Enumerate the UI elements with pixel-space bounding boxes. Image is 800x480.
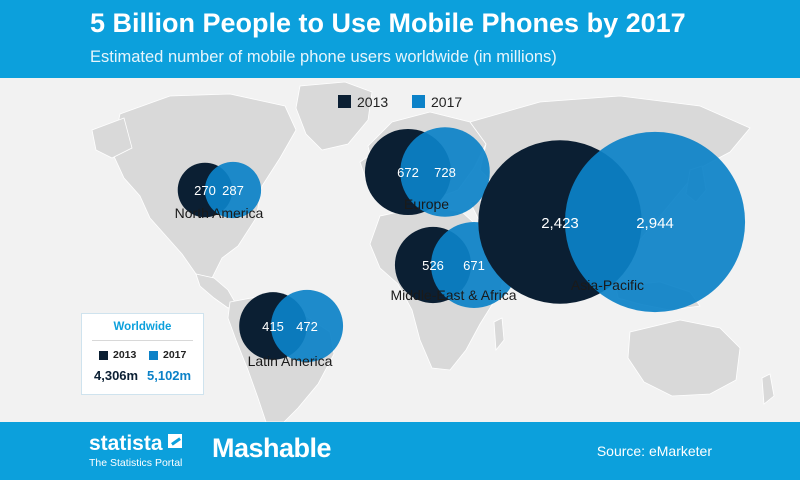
data-label-2017-middle-east-africa: 671 xyxy=(463,258,485,273)
data-label-2013-north-america: 270 xyxy=(194,183,216,198)
statista-logo-icon xyxy=(168,434,182,448)
data-label-2013-latin-america: 415 xyxy=(262,319,284,334)
chart-subtitle: Estimated number of mobile phone users w… xyxy=(90,48,557,66)
new-zealand-shape xyxy=(761,373,775,405)
data-label-2017-asia-pacific: 2,944 xyxy=(636,215,674,232)
worldwide-swatch-2017 xyxy=(149,351,158,360)
bubble-2017-latin-america xyxy=(270,289,344,363)
statista-logo-text: statista xyxy=(89,432,163,455)
source-note: Source: eMarketer xyxy=(596,443,712,459)
legend: 2013 2017 xyxy=(338,92,468,112)
greenland-shape xyxy=(295,81,373,151)
australia-shape xyxy=(627,319,741,397)
worldwide-year-2013: 2013 xyxy=(113,349,137,361)
worldwide-value-2013: 4,306m xyxy=(94,368,139,383)
data-label-2017-latin-america: 472 xyxy=(296,319,318,334)
legend-swatch-2013 xyxy=(338,95,351,108)
alaska-shape xyxy=(91,117,133,159)
footer-banner xyxy=(0,422,800,480)
bubble-2017-asia-pacific xyxy=(564,131,746,313)
region-label-latin-america: Latin America xyxy=(248,353,333,369)
bubble-2017-north-america xyxy=(204,161,262,219)
legend-label-2013: 2013 xyxy=(357,94,389,110)
worldwide-title: Worldwide xyxy=(113,321,172,333)
region-label-middle-east-africa: Middle-East & Africa xyxy=(390,287,516,303)
data-label-2013-asia-pacific: 2,423 xyxy=(541,215,579,232)
worldwide-divider xyxy=(92,340,193,341)
bubble-2017-europe xyxy=(400,127,490,217)
data-label-2013-europe: 672 xyxy=(397,165,419,180)
data-label-2017-north-america: 287 xyxy=(222,183,244,198)
mashable-logo: Mashable xyxy=(212,433,332,463)
worldwide-box: Worldwide 2013 2017 4,306m 5,102m xyxy=(81,313,204,395)
legend-label-2017: 2017 xyxy=(431,94,463,110)
worldwide-value-2017: 5,102m xyxy=(147,368,192,383)
chart-title: 5 Billion People to Use Mobile Phones by… xyxy=(90,8,686,38)
region-label-north-america: North America xyxy=(175,205,264,221)
legend-swatch-2017 xyxy=(412,95,425,108)
region-label-europe: Europe xyxy=(404,196,449,212)
header-banner: 5 Billion People to Use Mobile Phones by… xyxy=(0,0,800,78)
data-label-2017-europe: 728 xyxy=(434,165,456,180)
worldwide-year-2017: 2017 xyxy=(163,349,187,361)
madagascar-shape xyxy=(493,317,505,352)
data-label-2013-middle-east-africa: 526 xyxy=(422,258,444,273)
worldwide-swatch-2013 xyxy=(99,351,108,360)
statista-tagline: The Statistics Portal xyxy=(89,457,183,469)
region-label-asia-pacific: Asia-Pacific xyxy=(571,277,644,293)
